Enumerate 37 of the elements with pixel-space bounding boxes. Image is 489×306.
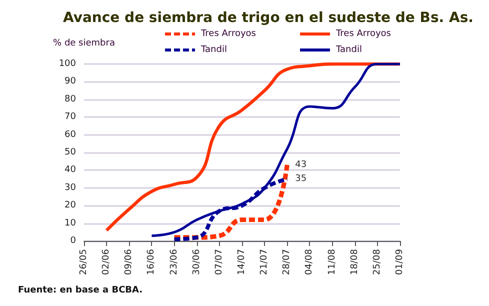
x-tick-label: 26/05 (79, 249, 89, 275)
x-tick-label: 18/08 (350, 248, 360, 275)
legend-label: Tres Arroyos (335, 29, 392, 39)
y-axis-title: % de siembra (53, 38, 115, 48)
y-tick-label: 90 (64, 76, 76, 87)
y-tick-label: 60 (64, 130, 76, 140)
y-tick-label: 50 (64, 148, 76, 158)
y-tick-label: 20 (64, 200, 76, 211)
x-tick-label: 21/07 (260, 249, 270, 275)
data-label: 35 (295, 174, 307, 184)
y-tick-label: 80 (64, 94, 76, 104)
line-series (104, 62, 402, 232)
x-tick-label: 07/07 (214, 249, 224, 275)
legend-label: Tandil (200, 45, 227, 55)
y-tick-label: 10 (64, 218, 76, 228)
x-tick-label: 09/06 (124, 248, 134, 275)
x-tick-label: 11/08 (327, 248, 338, 275)
legend-label: Tres Arroyos (200, 29, 256, 39)
chart-title: Avance de siembra de trigo en el sudeste de Bs. As. (63, 10, 474, 26)
x-tick-label: 02/06 (102, 248, 112, 275)
x-tick-label: 04/08 (304, 248, 315, 275)
x-tick-label: 23/06 (169, 248, 180, 275)
data-label: 43 (295, 160, 307, 170)
x-tick-label: 28/07 (282, 249, 292, 275)
x-tick-label: 01/09 (395, 248, 405, 275)
y-tick-label: 70 (64, 112, 76, 122)
legend-label: Tandil (335, 45, 362, 55)
y-tick-label: 100 (58, 59, 76, 69)
x-tick-label: 30/06 (192, 248, 202, 275)
x-tick-label: 16/06 (146, 248, 157, 275)
y-tick-label: 0 (70, 236, 76, 246)
source-note: Fuente: en base a BCBA. (18, 286, 143, 296)
y-tick-label: 40 (64, 165, 76, 176)
y-tick-label: 30 (64, 182, 76, 193)
x-tick-label: 25/08 (372, 248, 382, 275)
line-series (150, 62, 402, 237)
x-tick-label: 14/07 (237, 249, 247, 275)
